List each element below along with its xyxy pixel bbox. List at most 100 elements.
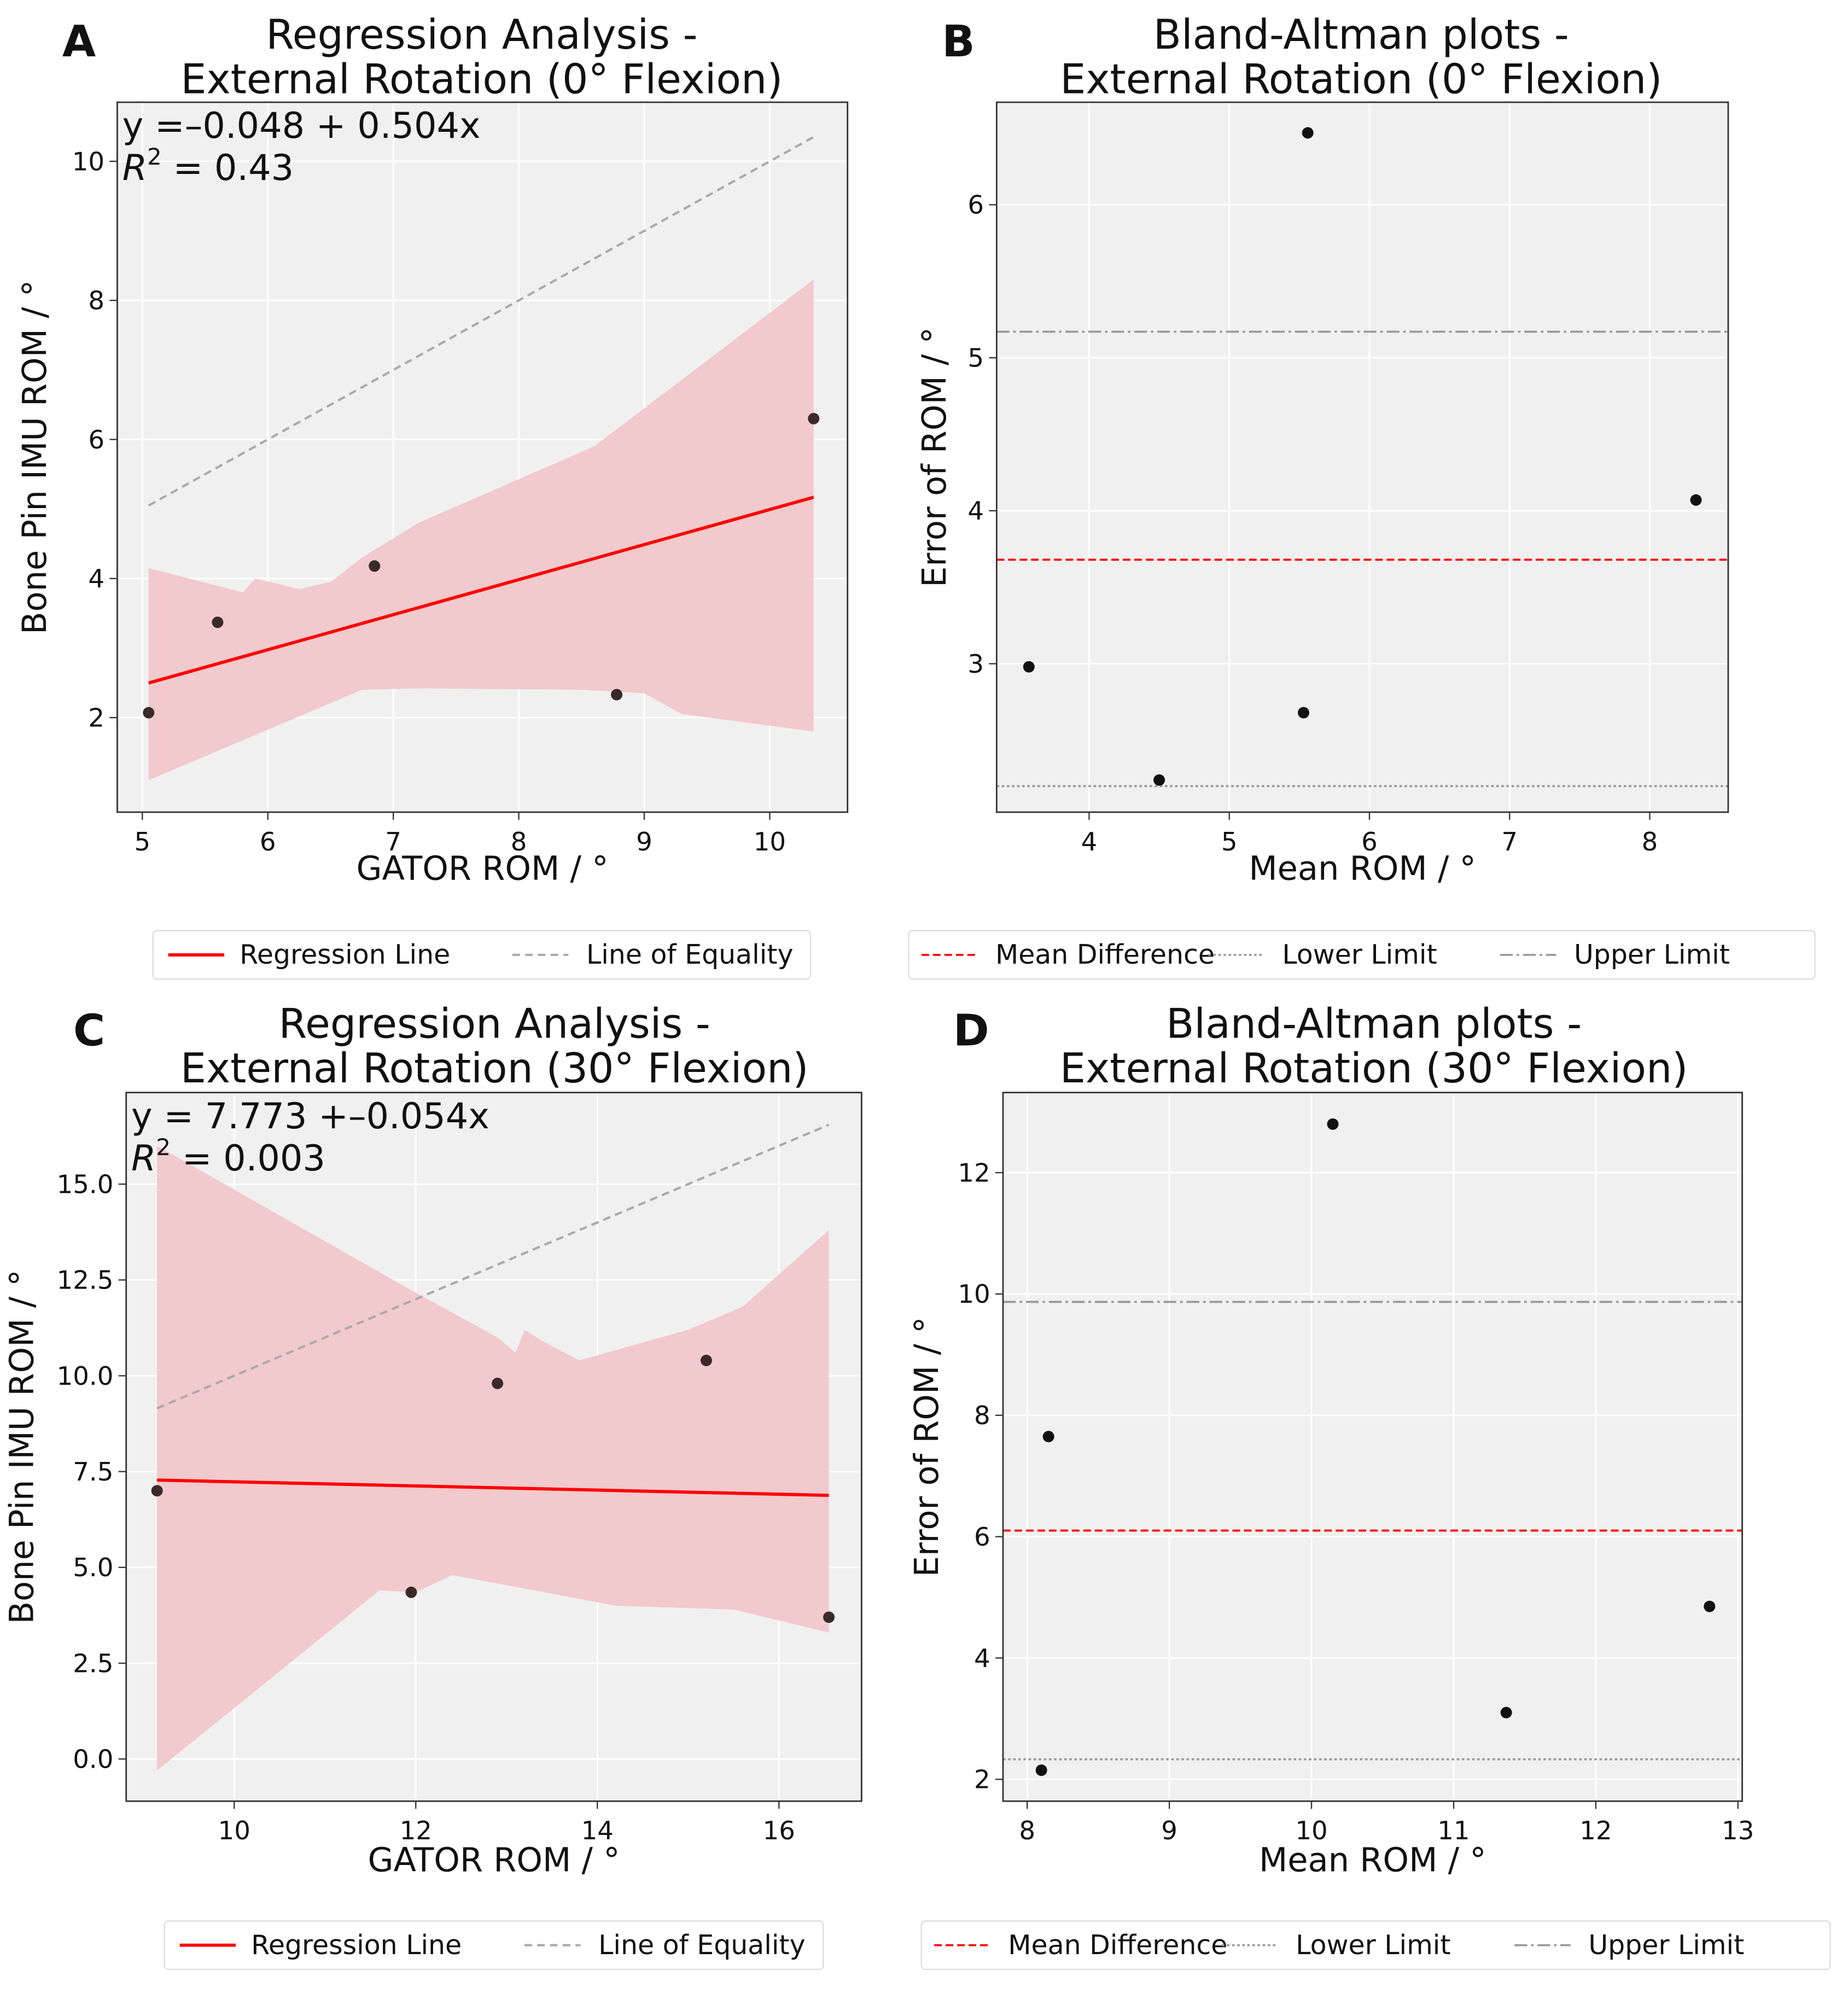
plot-area bbox=[996, 102, 1728, 812]
regression-line bbox=[157, 1478, 829, 1497]
x-tick-label: 7 bbox=[385, 827, 401, 856]
legend-regression-label: Regression Line bbox=[240, 939, 450, 970]
plot-frame bbox=[125, 1092, 862, 1802]
y-tick-label: 7.5 bbox=[73, 1457, 113, 1487]
y-axis-label: Error of ROM / ° bbox=[916, 327, 954, 587]
x-axis-label: Mean ROM / ° bbox=[1249, 849, 1476, 888]
data-point bbox=[1042, 1431, 1054, 1443]
x-axis-label: GATOR ROM / ° bbox=[357, 849, 609, 888]
data-point bbox=[369, 560, 381, 572]
r-symbol: R bbox=[123, 147, 147, 189]
panel-letter: D bbox=[953, 1005, 989, 1056]
r-squared: R2 = 0.43 bbox=[123, 143, 294, 189]
legend-lower-label: Lower Limit bbox=[1296, 1930, 1450, 1961]
data-point bbox=[823, 1611, 835, 1623]
superscript-2: 2 bbox=[147, 143, 162, 170]
x-tick-label: 10 bbox=[218, 1816, 250, 1845]
x-tick-label: 6 bbox=[1361, 827, 1378, 856]
panel-d: D Bland-Altman plots -External Rotation (… bbox=[908, 1000, 1831, 1971]
chart-title: External Rotation (0° Flexion) bbox=[180, 56, 783, 103]
data-point bbox=[1704, 1600, 1716, 1612]
data-point bbox=[1500, 1706, 1512, 1718]
data-point bbox=[1035, 1764, 1047, 1776]
y-tick-label: 3 bbox=[967, 649, 984, 679]
data-point bbox=[212, 616, 224, 628]
data-point bbox=[143, 707, 155, 719]
y-tick-label: 6 bbox=[974, 1522, 990, 1552]
x-tick-label: 7 bbox=[1501, 827, 1518, 856]
y-tick-label: 12 bbox=[958, 1158, 990, 1187]
x-tick-label: 12 bbox=[400, 1816, 432, 1845]
y-tick-label: 8 bbox=[974, 1401, 990, 1430]
x-tick-label: 14 bbox=[581, 1816, 614, 1845]
y-tick-label: 2 bbox=[974, 1765, 990, 1794]
legend-regression-label: Regression Line bbox=[251, 1930, 462, 1961]
line-of-equality bbox=[156, 1123, 830, 1409]
r-squared-value: = 0.003 bbox=[171, 1138, 325, 1179]
y-tick-label: 6 bbox=[967, 190, 984, 220]
panel-c: C Regression Analysis -External Rotation … bbox=[3, 1000, 862, 1971]
x-tick-label: 11 bbox=[1437, 1816, 1470, 1845]
data-point bbox=[1153, 774, 1165, 786]
x-tick-label: 9 bbox=[636, 827, 652, 856]
y-tick-label: 4 bbox=[967, 496, 984, 526]
data-point bbox=[1327, 1118, 1339, 1130]
y-tick-label: 8 bbox=[88, 286, 104, 316]
legend-mean-label: Mean Difference bbox=[995, 939, 1215, 970]
x-tick-label: 10 bbox=[754, 827, 786, 856]
regression-line bbox=[148, 496, 814, 685]
legend-box bbox=[164, 1920, 824, 1971]
panel-letter: B bbox=[942, 16, 975, 67]
data-point bbox=[1302, 127, 1314, 139]
data-point bbox=[405, 1586, 417, 1598]
y-tick-label: 10.0 bbox=[57, 1361, 114, 1391]
y-tick-label: 6 bbox=[88, 425, 104, 454]
x-axis-label: GATOR ROM / ° bbox=[368, 1841, 620, 1879]
y-tick-label: 10 bbox=[72, 147, 104, 176]
plot-frame bbox=[116, 101, 849, 813]
data-point bbox=[151, 1485, 163, 1497]
chart-title: Bland-Altman plots - bbox=[1153, 11, 1569, 59]
r-squared: R2 = 0.003 bbox=[131, 1134, 325, 1179]
x-tick-label: 8 bbox=[511, 827, 527, 856]
plot-frame bbox=[995, 101, 1729, 813]
y-tick-label: 15.0 bbox=[57, 1169, 114, 1199]
panel-letter: A bbox=[62, 16, 96, 67]
y-tick-label: 2 bbox=[88, 703, 104, 732]
x-tick-label: 8 bbox=[1019, 1816, 1035, 1845]
legend-box bbox=[152, 930, 812, 980]
legend-upper-label: Upper Limit bbox=[1588, 1930, 1744, 1961]
y-tick-label: 10 bbox=[958, 1279, 990, 1309]
data-point bbox=[492, 1377, 504, 1389]
superscript-2: 2 bbox=[156, 1134, 171, 1161]
x-tick-label: 12 bbox=[1579, 1816, 1612, 1845]
panel-b: B Bland-Altman plots -External Rotation (… bbox=[908, 11, 1816, 980]
x-tick-label: 8 bbox=[1642, 827, 1658, 856]
y-tick-label: 12.5 bbox=[57, 1266, 114, 1295]
y-axis-label: Bone Pin IMU ROM / ° bbox=[3, 1269, 42, 1624]
x-tick-label: 6 bbox=[260, 827, 276, 856]
r-symbol: R bbox=[131, 1138, 156, 1179]
panel-letter: C bbox=[73, 1005, 105, 1056]
r-squared-value: = 0.43 bbox=[162, 147, 294, 189]
chart-title: External Rotation (30° Flexion) bbox=[1060, 1045, 1688, 1092]
y-tick-label: 4 bbox=[974, 1644, 990, 1673]
plot-area bbox=[1002, 1092, 1742, 1802]
x-tick-label: 10 bbox=[1295, 1816, 1327, 1845]
data-point bbox=[808, 412, 820, 424]
x-tick-label: 5 bbox=[134, 827, 150, 856]
legend-equality-label: Line of Equality bbox=[586, 939, 793, 970]
data-point bbox=[1298, 707, 1310, 719]
regression-equation: y =–0.048 + 0.504x bbox=[123, 105, 481, 147]
data-point bbox=[1023, 661, 1035, 673]
legend-mean-label: Mean Difference bbox=[1008, 1930, 1227, 1961]
x-tick-label: 13 bbox=[1722, 1816, 1754, 1845]
x-tick-label: 5 bbox=[1221, 827, 1238, 856]
y-axis-label: Error of ROM / ° bbox=[908, 1317, 946, 1577]
legend-equality-label: Line of Equality bbox=[598, 1930, 805, 1961]
confidence-band bbox=[157, 1146, 829, 1771]
chart-title: Regression Analysis - bbox=[278, 1000, 710, 1047]
legend-upper-label: Upper Limit bbox=[1574, 939, 1730, 970]
x-tick-label: 9 bbox=[1161, 1816, 1177, 1845]
